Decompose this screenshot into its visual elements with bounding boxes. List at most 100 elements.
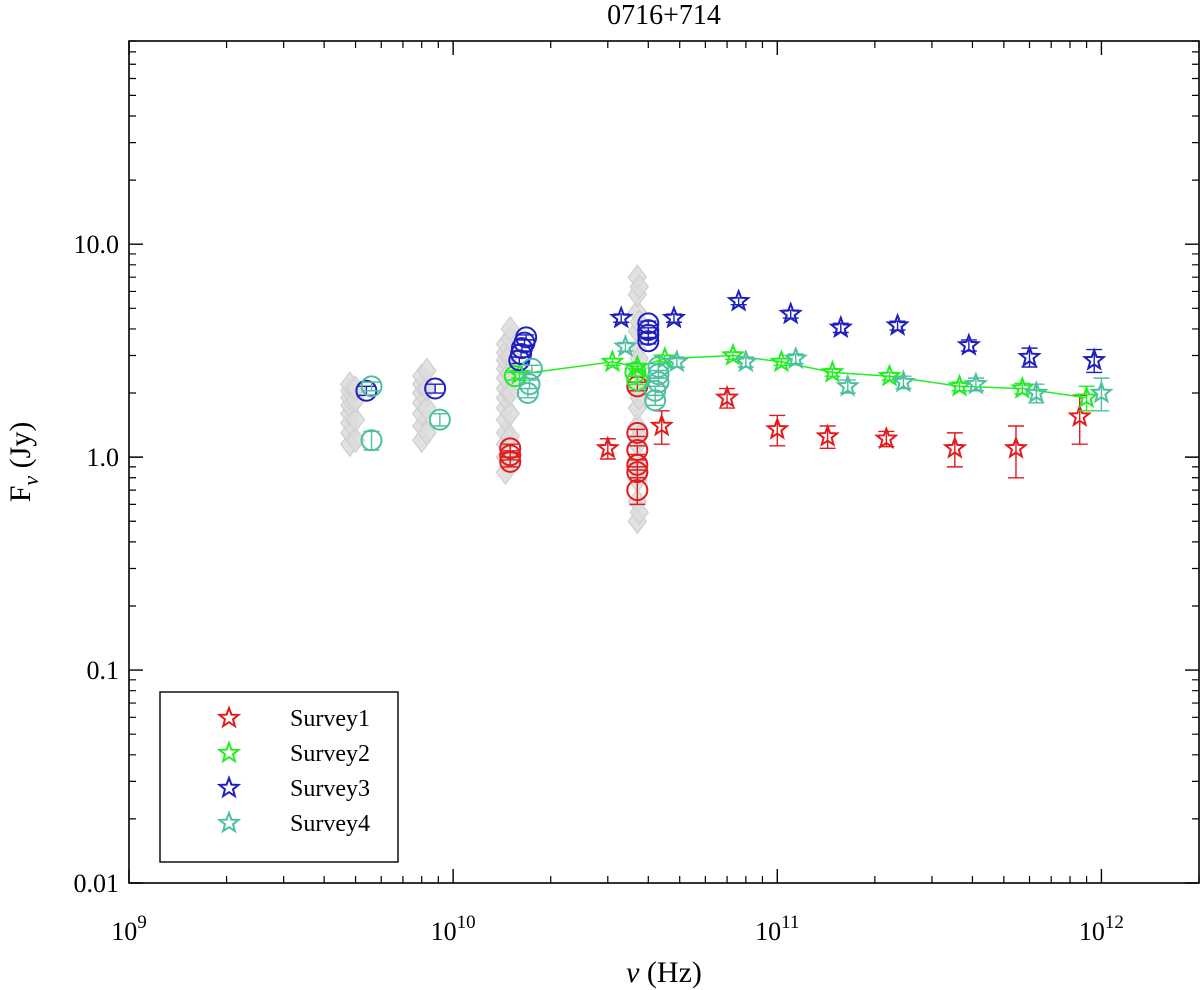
star-point-survey4-7 — [1024, 380, 1049, 404]
circle-errorbar-survey3-10 — [640, 320, 657, 327]
circle-errorbar-survey4-4 — [521, 379, 538, 390]
circle-point-survey4-1 — [360, 429, 383, 452]
y-tick-label-2: 1.0 — [87, 443, 120, 472]
star-point-survey1-1 — [649, 413, 674, 437]
circle-point-survey1-3 — [626, 479, 649, 502]
y-axis-sub: ν — [18, 476, 43, 486]
star-point-survey3-1 — [661, 305, 687, 329]
star-point-survey3-4 — [828, 314, 854, 339]
legend-marker-survey1 — [216, 705, 242, 729]
circle-point-survey3-6 — [515, 326, 538, 349]
star-point-survey3-3 — [778, 301, 803, 325]
circle-errorbar-survey1-7 — [629, 428, 646, 438]
x-axis-title: ν (Hz) — [626, 956, 702, 989]
star-point-survey2-7 — [877, 363, 902, 387]
star-point-survey2-1 — [600, 349, 625, 373]
circle-point-survey3-9 — [637, 319, 660, 342]
star-point-survey4-2 — [733, 349, 759, 373]
circle-point-survey4-4 — [518, 373, 541, 396]
archival-point-39 — [500, 380, 520, 407]
star-point-survey4-1 — [664, 349, 690, 373]
star-point-survey4-6 — [963, 371, 989, 395]
legend-marker-survey2 — [216, 740, 242, 764]
star-point-survey4-3 — [783, 345, 808, 370]
chart-title: 0716+714 — [607, 0, 721, 31]
circle-point-survey4-2 — [428, 408, 451, 431]
star-point-survey2-3 — [652, 345, 678, 370]
circle-errorbar-survey1-6 — [629, 445, 646, 456]
y-tick-label-0: 0.01 — [74, 869, 120, 898]
archival-point-64 — [629, 273, 649, 300]
circle-errorbar-survey2-2 — [629, 375, 646, 385]
x-axis-symbol: ν — [626, 956, 640, 989]
star-point-survey4-8 — [1089, 380, 1114, 404]
circle-point-survey4-10 — [647, 356, 670, 379]
circle-point-survey1-2 — [499, 437, 522, 460]
circle-errorbar-survey4-10 — [650, 362, 667, 372]
legend-marker-survey3 — [216, 775, 242, 799]
star-point-survey3-0 — [608, 305, 634, 329]
star-point-survey1-7 — [1003, 435, 1029, 459]
star-point-survey2-0 — [507, 361, 532, 385]
x-tick-label-2: 1011 — [755, 912, 799, 946]
star-point-survey3-6 — [956, 332, 982, 356]
legend-label-survey2: Survey2 — [290, 741, 370, 767]
circle-errorbar-survey4-0 — [363, 381, 380, 392]
y-tick-label-3: 10.0 — [74, 230, 120, 259]
circle-errorbar-survey3-1 — [427, 383, 444, 394]
y-axis-title: Fν (Jy) — [4, 422, 43, 503]
star-point-survey2-10 — [1074, 384, 1099, 409]
star-point-survey4-4 — [835, 373, 861, 397]
star-point-survey4-5 — [891, 369, 916, 393]
series-layer — [355, 288, 1114, 506]
star-point-survey1-8 — [1067, 403, 1092, 428]
star-point-survey1-4 — [815, 423, 840, 447]
legend-marker-survey4 — [216, 810, 242, 834]
star-point-survey1-6 — [942, 435, 968, 459]
star-point-survey3-7 — [1017, 344, 1042, 368]
star-point-survey4-0 — [613, 333, 638, 358]
legend: Survey1 Survey2 Survey3 Survey4 — [159, 691, 399, 863]
star-point-survey3-8 — [1081, 347, 1107, 371]
circle-point-survey1-7 — [626, 421, 649, 444]
series-survey3 — [355, 288, 1107, 402]
legend-label-survey3: Survey3 — [290, 776, 370, 802]
series-survey4 — [360, 333, 1114, 452]
archival-point-38 — [500, 400, 520, 427]
star-point-survey3-5 — [885, 312, 910, 336]
circle-point-survey4-5 — [520, 357, 543, 380]
archival-point-58 — [629, 499, 649, 526]
archival-point-9 — [345, 406, 366, 433]
archival-point-43 — [500, 315, 520, 342]
x-tick-label-1: 1010 — [431, 912, 476, 946]
star-point-survey1-0 — [595, 435, 621, 459]
circle-point-survey4-0 — [360, 375, 383, 398]
axis-ticks: 109 1010 1011 1012 0.01 0.1 1.0 10.0 — [74, 40, 1200, 946]
circle-errorbar-survey4-5 — [523, 364, 540, 374]
star-point-survey2-9 — [1010, 375, 1035, 399]
y-tick-label-1: 0.1 — [87, 656, 120, 685]
circle-errorbar-survey4-2 — [431, 412, 448, 427]
star-point-survey2-8 — [947, 373, 972, 397]
x-axis-unit: (Hz) — [639, 956, 701, 989]
legend-box — [159, 691, 399, 863]
star-point-survey2-2 — [625, 354, 650, 378]
circle-point-survey4-3 — [516, 382, 539, 405]
circle-errorbar-survey1-2 — [502, 443, 519, 454]
star-point-survey2-6 — [820, 359, 845, 383]
legend-label-survey4: Survey4 — [290, 811, 370, 837]
circle-errorbar-survey3-6 — [518, 334, 535, 341]
y-axis-unit: (Jy) — [4, 422, 37, 476]
circle-point-survey3-10 — [637, 312, 660, 335]
x-tick-label-0: 109 — [111, 912, 147, 946]
plot-frame — [128, 40, 1200, 884]
archival-points-layer — [340, 264, 649, 535]
x-tick-label-3: 1012 — [1079, 912, 1124, 946]
star-point-survey1-3 — [765, 416, 790, 440]
legend-label-survey1: Survey1 — [290, 706, 370, 732]
y-axis-main: F — [4, 486, 37, 503]
star-point-survey1-2 — [714, 384, 740, 409]
circle-point-survey1-6 — [626, 439, 649, 462]
archival-point-19 — [417, 419, 437, 446]
